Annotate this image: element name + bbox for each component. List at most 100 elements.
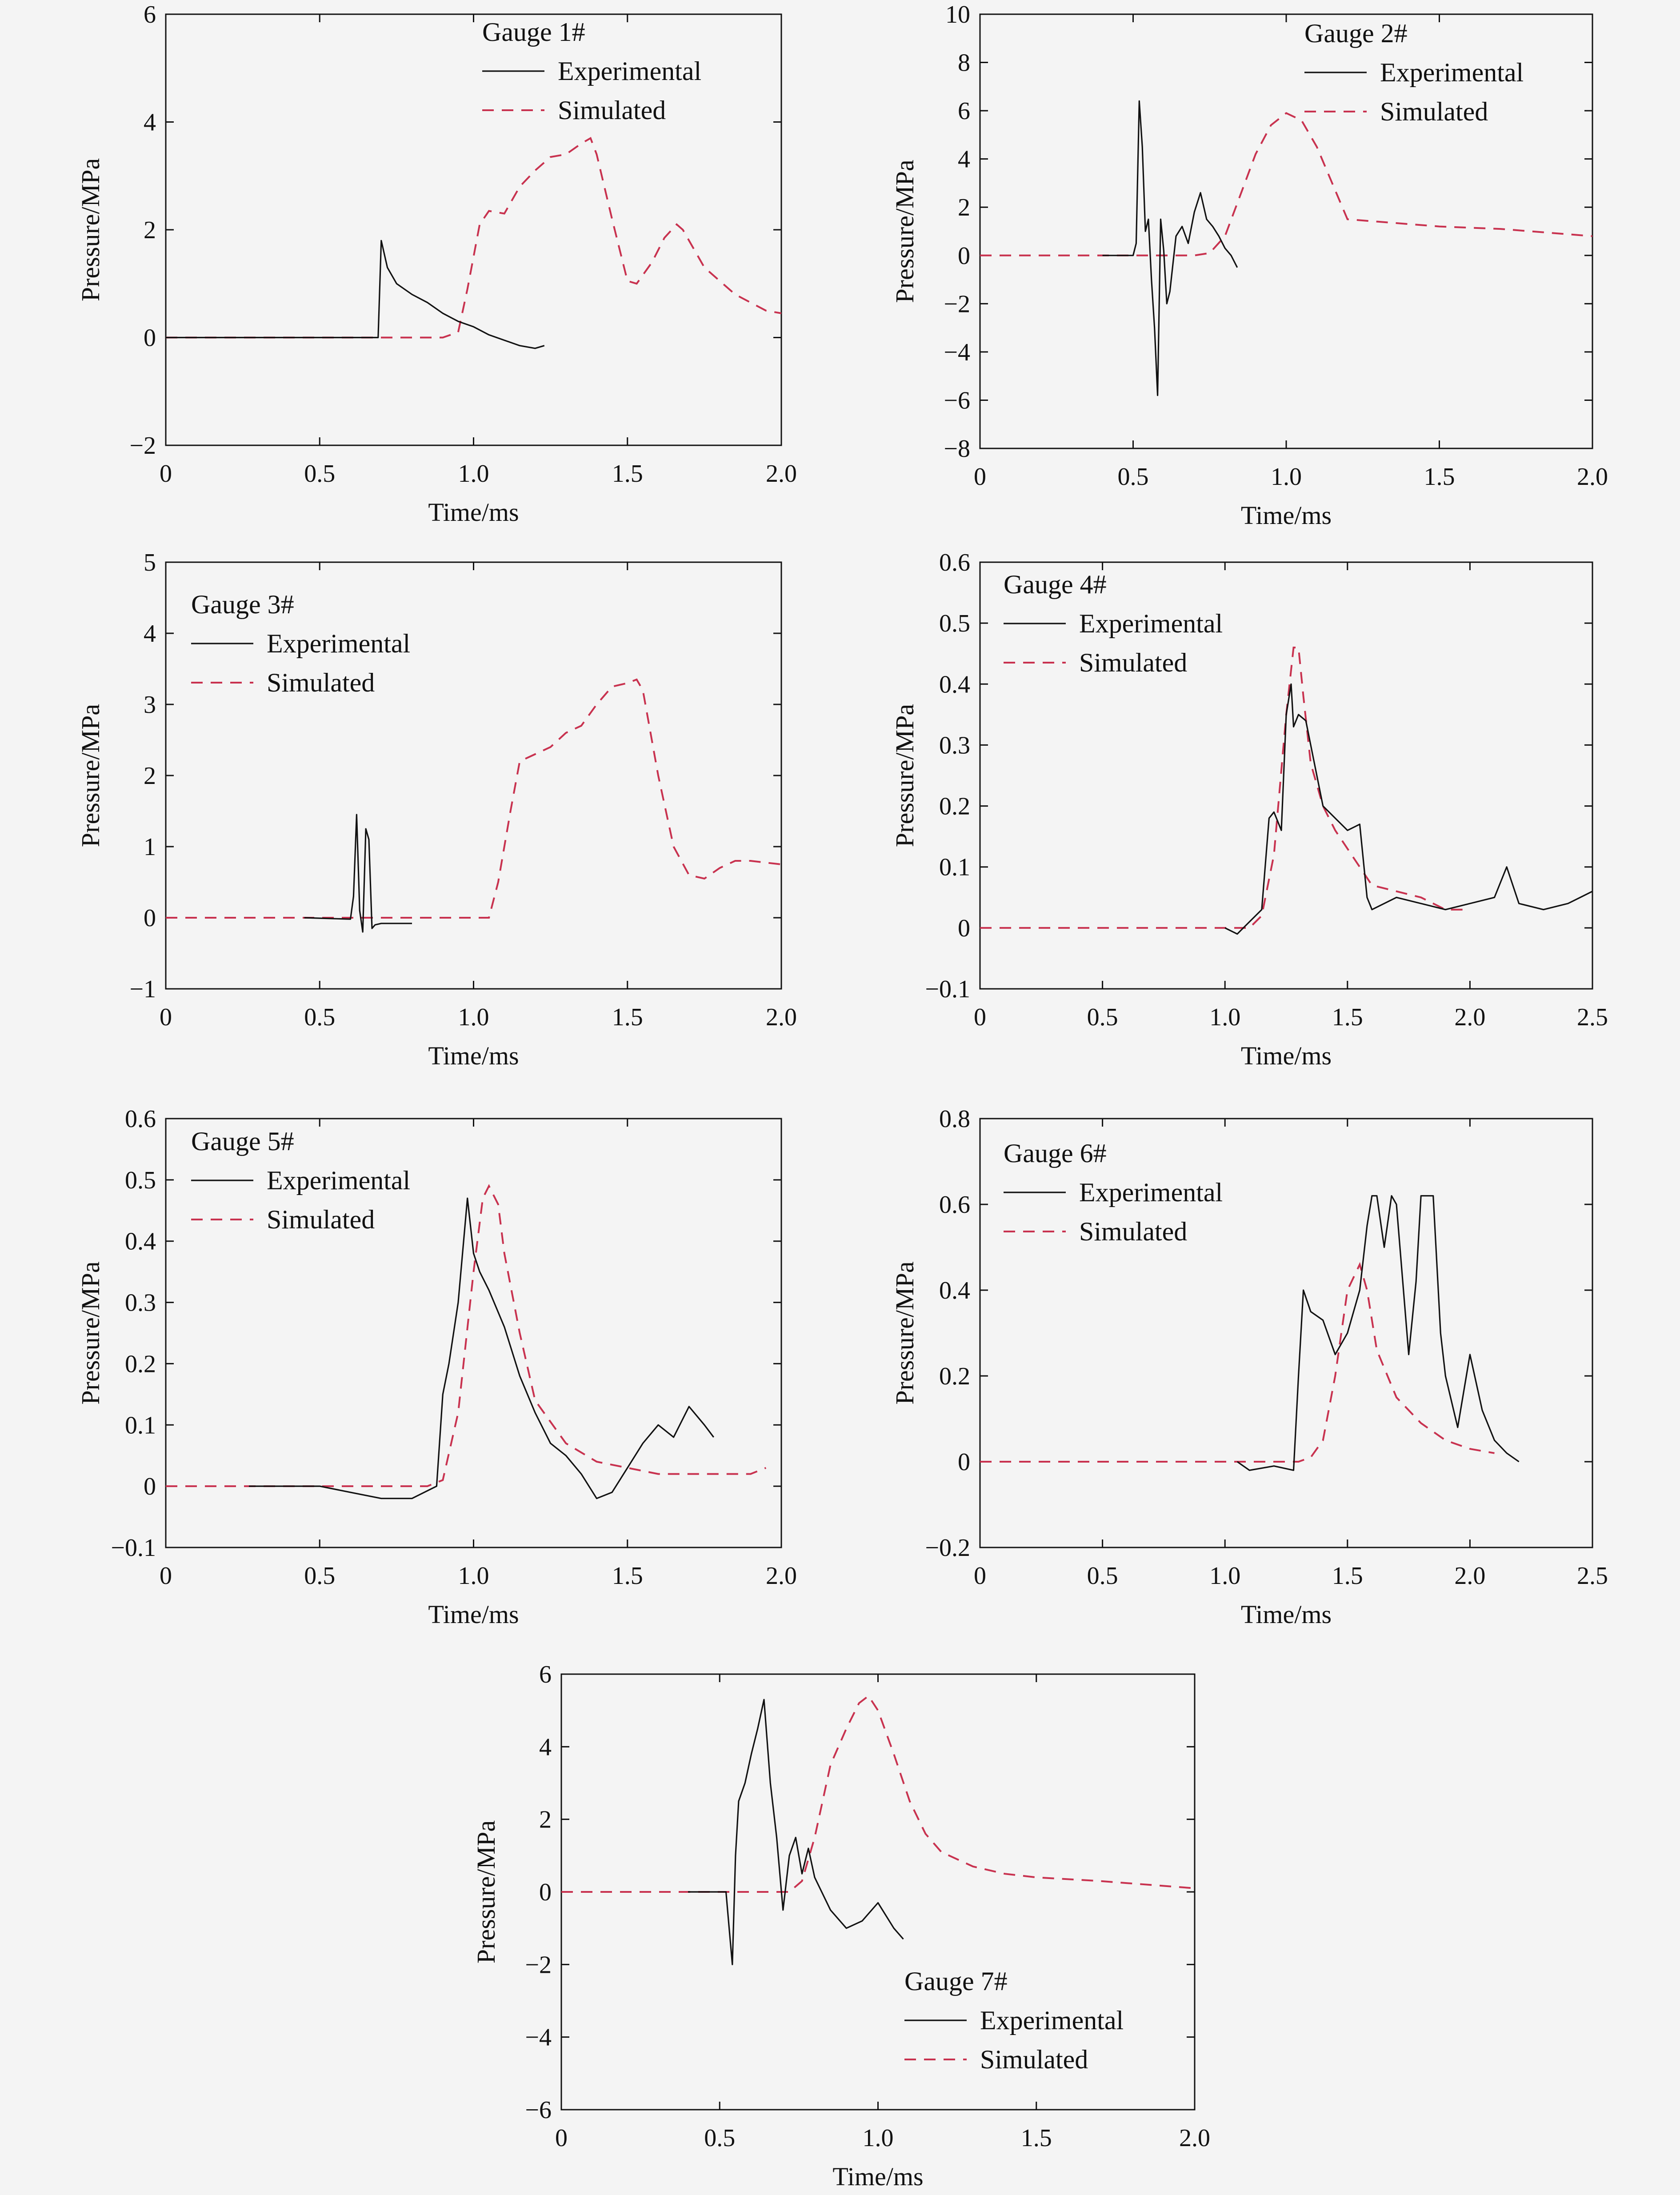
- y-tick-label: 0: [539, 1879, 552, 1906]
- x-tick-label: 1.0: [863, 2124, 894, 2152]
- chart-gauge-7: 0 0.5 1.0 1.5 2.0 −6 −4 −2 0 2 4 6 Time/ms Pressure/M…: [472, 1661, 1210, 2191]
- x-tick-label: 1.0: [458, 1004, 489, 1031]
- series-line-simulated: [166, 136, 781, 339]
- x-axis-label: Time/ms: [428, 498, 519, 527]
- x-tick-label: 2.5: [1577, 1562, 1608, 1590]
- y-tick-label: 2: [144, 762, 156, 790]
- y-tick-label: −2: [525, 1951, 552, 1979]
- y-tick-label: −1: [129, 976, 156, 1003]
- legend-title: Gauge 1#: [482, 17, 585, 47]
- x-axis-label: Time/ms: [1241, 1041, 1332, 1070]
- x-tick-label: 1.5: [1021, 2124, 1052, 2152]
- x-axis-label: Time/ms: [428, 1041, 519, 1070]
- x-tick-label: 0: [974, 1004, 986, 1031]
- series-line-experimental: [1236, 1195, 1520, 1471]
- x-tick-label: 0.5: [304, 1562, 335, 1590]
- y-axis-label: Pressure/MPa: [76, 158, 105, 301]
- legend-label-simulated: Simulated: [980, 2045, 1088, 2074]
- legend-label-experimental: Experimental: [980, 2006, 1124, 2035]
- x-tick-label: 2.5: [1577, 1004, 1608, 1031]
- x-tick-label: 1.5: [1424, 463, 1455, 491]
- series-line-simulated: [166, 1184, 767, 1487]
- y-tick-label: 0.1: [125, 1411, 156, 1439]
- x-tick-label: 2.0: [1454, 1004, 1485, 1031]
- plot-frame: [165, 1118, 782, 1548]
- x-tick-label: 2.0: [1577, 463, 1608, 491]
- legend-label-experimental: Experimental: [1079, 609, 1223, 638]
- legend-title: Gauge 6#: [1004, 1139, 1107, 1168]
- legend-label-experimental: Experimental: [558, 56, 701, 86]
- series-line-experimental: [166, 240, 545, 349]
- y-tick-label: 0.4: [939, 1277, 970, 1304]
- series-line-experimental: [1224, 683, 1592, 935]
- legend-title: Gauge 5#: [191, 1127, 294, 1156]
- y-axis-label: Pressure/MPa: [890, 704, 919, 847]
- y-tick-label: 2: [539, 1806, 552, 1834]
- legend-label-simulated: Simulated: [558, 96, 666, 125]
- y-tick-label: 4: [539, 1733, 552, 1761]
- legend-label-simulated: Simulated: [1079, 1217, 1187, 1246]
- legend-title: Gauge 3#: [191, 590, 294, 619]
- y-tick-label: 5: [144, 549, 156, 576]
- x-tick-label: 0: [974, 463, 986, 491]
- x-tick-label: 0: [160, 1562, 172, 1590]
- x-tick-label: 0: [160, 460, 172, 488]
- x-tick-label: 0: [974, 1562, 986, 1590]
- y-tick-label: 0: [144, 324, 156, 352]
- y-tick-label: −4: [944, 339, 970, 366]
- y-tick-label: −2: [129, 432, 156, 460]
- y-tick-label: 4: [958, 146, 970, 173]
- x-tick-label: 2.0: [766, 460, 797, 488]
- y-tick-label: 0: [958, 1448, 970, 1476]
- y-tick-label: −6: [944, 387, 970, 414]
- y-tick-label: 0.8: [939, 1105, 970, 1133]
- x-tick-label: 0.5: [1087, 1004, 1118, 1031]
- x-tick-label: 0: [555, 2124, 568, 2152]
- y-tick-label: 0: [958, 242, 970, 270]
- y-tick-label: 0.2: [939, 1363, 970, 1390]
- series-line-simulated: [561, 1695, 1195, 1893]
- y-tick-label: 0: [958, 915, 970, 942]
- chart-gauge-4: 0 0.5 1.0 1.5 2.0 2.5−0.100.10.20.30.40.50.6T…: [890, 549, 1608, 1070]
- x-axis-label: Time/ms: [1241, 1600, 1332, 1629]
- legend-title: Gauge 7#: [904, 1967, 1008, 1996]
- x-tick-label: 1.0: [1271, 463, 1302, 491]
- series-line-simulated: [980, 112, 1592, 256]
- x-tick-label: 0.5: [1118, 463, 1149, 491]
- y-tick-label: 6: [144, 1, 156, 28]
- y-axis-label: Pressure/MPa: [890, 1261, 919, 1404]
- chart-gauge-6: 0 0.5 1.0 1.5 2.0 2.5−0.200.20.40.60.8Time/ms…: [890, 1105, 1608, 1629]
- y-tick-label: 0.4: [939, 671, 970, 698]
- legend-label-experimental: Experimental: [1380, 58, 1524, 87]
- y-tick-label: 0.6: [939, 549, 970, 576]
- x-axis-label: Time/ms: [1241, 501, 1332, 530]
- legend-label-experimental: Experimental: [267, 1166, 410, 1195]
- chart-gauge-5: 0 0.5 1.0 1.5 2.0−0.100.10.20.30.40.50.6Time…: [76, 1105, 797, 1629]
- legend-label-simulated: Simulated: [1079, 648, 1187, 677]
- x-tick-label: 1.0: [458, 460, 489, 488]
- y-tick-label: −2: [944, 290, 970, 318]
- x-axis-label: Time/ms: [428, 1600, 519, 1629]
- legend-title: Gauge 4#: [1004, 570, 1107, 599]
- y-tick-label: 0.6: [125, 1105, 156, 1133]
- series-line-experimental: [249, 1197, 714, 1499]
- x-tick-label: 0.5: [304, 460, 335, 488]
- y-tick-label: 0.2: [125, 1350, 156, 1378]
- series-line-simulated: [166, 678, 781, 919]
- legend-label-simulated: Simulated: [267, 1205, 375, 1234]
- legend-label-simulated: Simulated: [1380, 97, 1488, 126]
- y-tick-label: 2: [144, 216, 156, 244]
- y-tick-label: 4: [144, 109, 156, 136]
- chart-gauge-2: 0 0.5 1.0 1.5 2.0 −8 −6 −4 −2 0 2 4 6 8 10 Time/ms Press…: [890, 1, 1608, 530]
- y-tick-label: 6: [958, 97, 970, 125]
- y-tick-label: −6: [525, 2096, 552, 2124]
- series-line-simulated: [980, 647, 1470, 929]
- plot-frame: [165, 561, 782, 990]
- x-tick-label: 1.0: [458, 1562, 489, 1590]
- y-tick-label: 0: [144, 1473, 156, 1500]
- series-line-experimental: [304, 814, 412, 933]
- x-tick-label: 0.5: [704, 2124, 735, 2152]
- x-tick-label: 1.0: [1209, 1562, 1240, 1590]
- y-tick-label: 0.3: [939, 732, 970, 759]
- x-tick-label: 2.0: [766, 1004, 797, 1031]
